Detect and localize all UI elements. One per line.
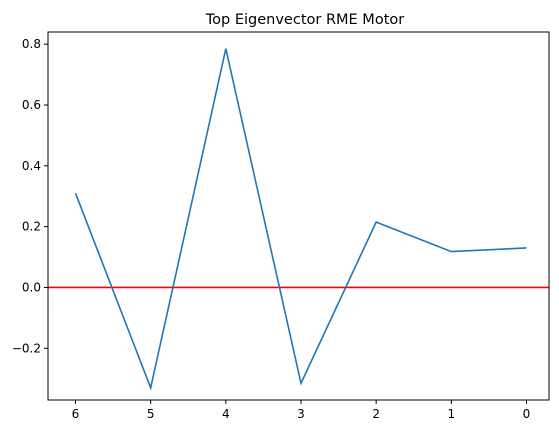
y-tick-label-3: 0.2	[22, 220, 41, 234]
x-tick-label-3: 3	[297, 407, 305, 421]
x-tick-label-1: 5	[147, 407, 155, 421]
chart-title: Top Eigenvector RME Motor	[205, 12, 404, 28]
x-tick-label-6: 0	[523, 407, 531, 421]
y-tick-label-2: 0.4	[22, 159, 41, 173]
y-tick-label-0: 0.8	[22, 37, 41, 51]
y-tick-label-1: 0.6	[22, 98, 41, 112]
x-tick-label-0: 6	[72, 407, 80, 421]
x-tick-label-2: 4	[222, 407, 230, 421]
x-tick-label-4: 2	[372, 407, 380, 421]
plot-frame	[47, 31, 550, 401]
x-tick-label-5: 1	[448, 407, 456, 421]
y-tick-label-5: −0.2	[12, 341, 41, 355]
plot-area: 6 5 4 3 2 1 0 0.8 0.6 0.4 0.2 0.0 −0.2	[12, 37, 549, 421]
y-tick-label-4: 0.0	[22, 280, 41, 294]
